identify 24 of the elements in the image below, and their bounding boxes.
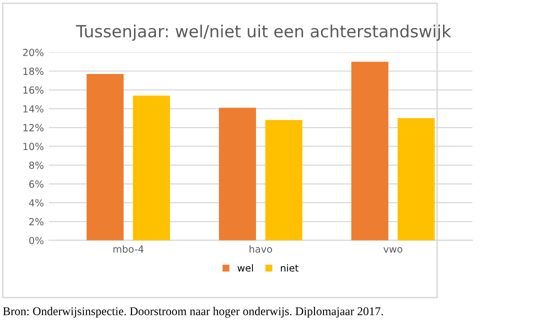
- bar: [218, 108, 256, 240]
- y-tick-label: 16%: [23, 86, 44, 94]
- legend-label: wel: [238, 264, 253, 272]
- x-tick-label: mbo-4: [113, 245, 144, 253]
- y-tick-label: 6%: [29, 180, 44, 188]
- x-tick-label: havo: [250, 245, 272, 253]
- bar: [86, 74, 124, 240]
- y-tick-label: 10%: [23, 142, 44, 150]
- y-tick-label: 18%: [23, 68, 44, 75]
- y-tick-label: 4%: [29, 199, 44, 207]
- y-tick-label: 2%: [29, 218, 44, 226]
- y-tick-label: 20%: [23, 48, 44, 56]
- y-tick-label: 14%: [23, 105, 44, 113]
- text: Bron: Onderwijsinspectie. Doorstroom naar hoger onderwijs. Diplomajaar 2017.: [3, 306, 383, 318]
- y-tick-label: 8%: [29, 162, 44, 169]
- bar: [265, 120, 302, 240]
- y-tick-label: 0%: [29, 236, 44, 244]
- chart-title: Tussenjaar: wel/niet uit een achterstandswijk: [76, 24, 452, 41]
- bar: [132, 96, 170, 240]
- y-tick-label: 12%: [23, 124, 44, 132]
- x-tick-label: vwo: [383, 247, 402, 253]
- bar: [398, 118, 435, 240]
- legend-label: niet: [280, 264, 298, 272]
- bar: [351, 62, 388, 240]
